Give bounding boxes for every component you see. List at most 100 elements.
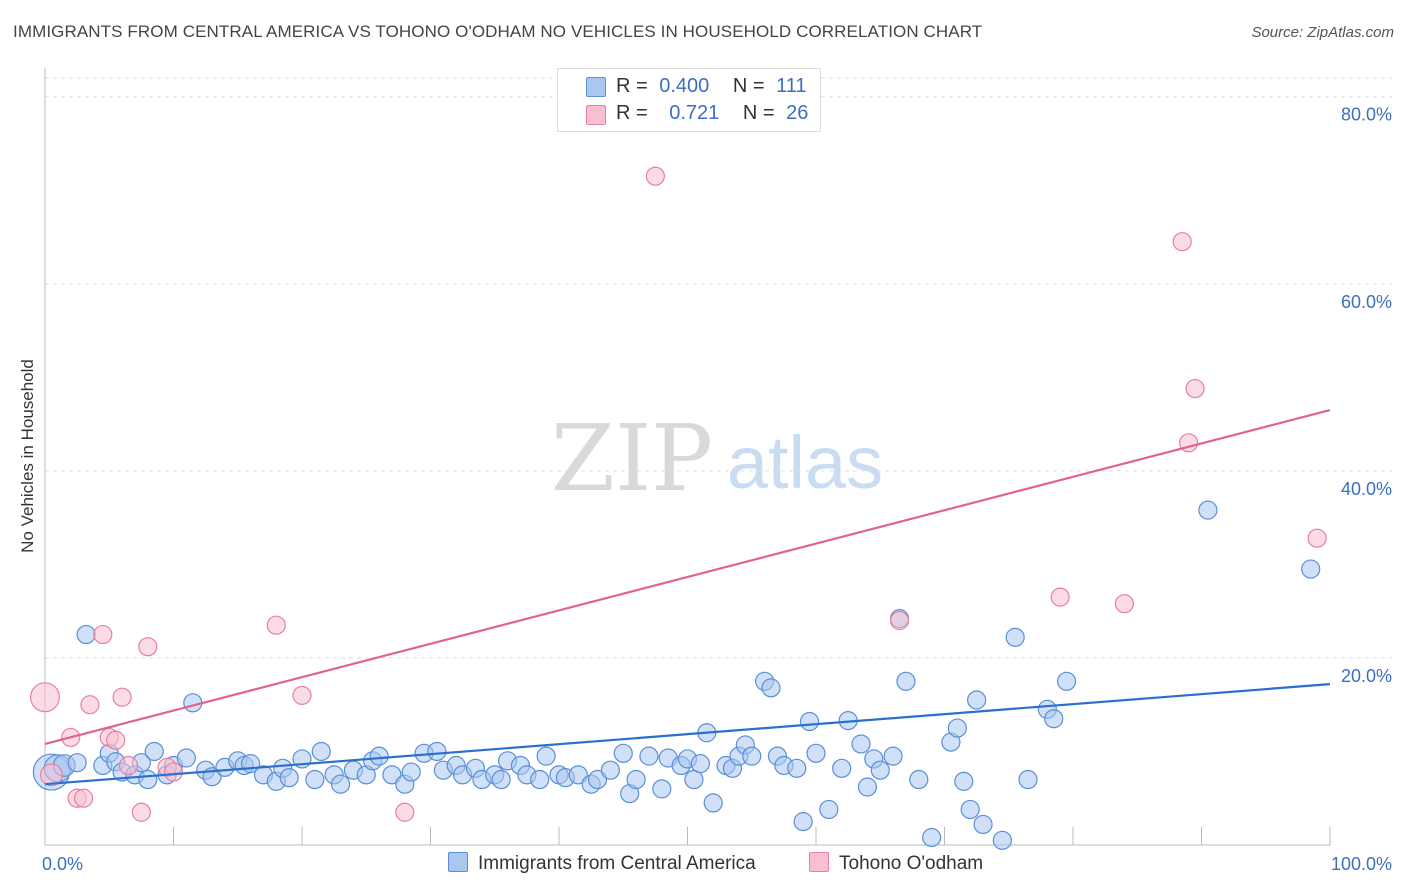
data-point-blue bbox=[491, 769, 511, 790]
data-point-blue bbox=[761, 678, 781, 698]
tick-labels: 20.0% 40.0% 60.0% 80.0% 0.0% 100.0% bbox=[42, 105, 1392, 874]
data-point-pink bbox=[1050, 587, 1070, 607]
x-tick-label: 0.0% bbox=[42, 854, 83, 874]
legend-n-value: 26 bbox=[786, 102, 809, 124]
data-point-blue bbox=[330, 774, 351, 794]
data-point-blue bbox=[652, 779, 672, 799]
data-point-blue bbox=[967, 690, 987, 710]
trend-lines bbox=[44, 408, 1331, 786]
data-point-pink bbox=[138, 637, 158, 657]
data-point-blue bbox=[832, 758, 852, 778]
y-tick-label: 60.0% bbox=[1341, 292, 1392, 312]
data-point-pink bbox=[1185, 378, 1205, 399]
legend-r-value: 0.721 bbox=[669, 102, 720, 124]
data-point-pink bbox=[106, 730, 126, 750]
data-point-blue bbox=[992, 830, 1012, 850]
data-point-blue bbox=[1056, 671, 1077, 691]
data-point-pink bbox=[292, 685, 312, 705]
data-point-blue bbox=[690, 754, 710, 774]
series-tohono-oodham bbox=[30, 166, 1327, 822]
legend-row-pink: R = 0.721 N = 26 bbox=[616, 102, 808, 125]
data-point-blue bbox=[947, 718, 967, 738]
data-point-blue bbox=[613, 743, 633, 763]
data-point-blue bbox=[787, 758, 807, 778]
grid-lines bbox=[45, 77, 1392, 659]
legend-r-label: R = bbox=[616, 102, 648, 124]
data-point-blue bbox=[684, 769, 704, 790]
data-point-blue bbox=[819, 799, 839, 820]
y-tick-label: 40.0% bbox=[1341, 479, 1392, 499]
data-point-blue bbox=[973, 814, 993, 835]
data-point-blue bbox=[1301, 559, 1321, 579]
x-tick-label: 100.0% bbox=[1331, 854, 1392, 874]
watermark-zip: ZIP bbox=[551, 405, 713, 512]
data-point-blue bbox=[144, 741, 164, 762]
data-point-pink bbox=[73, 788, 94, 808]
data-point-blue bbox=[138, 769, 158, 790]
data-point-blue bbox=[311, 741, 331, 762]
data-point-blue bbox=[1044, 709, 1064, 729]
data-point-blue bbox=[639, 746, 659, 766]
data-point-blue bbox=[1005, 627, 1025, 647]
bottom-legend-label-pink: Tohono O'odham bbox=[839, 853, 984, 874]
data-point-pink bbox=[889, 610, 910, 631]
bottom-legend-swatch-blue bbox=[448, 852, 468, 872]
bottom-legend-series1: Immigrants from Central America bbox=[448, 852, 756, 875]
data-point-blue bbox=[806, 743, 826, 763]
chart-title: IMMIGRANTS FROM CENTRAL AMERICA VS TOHON… bbox=[13, 22, 983, 41]
legend-n-label: N = bbox=[732, 75, 765, 97]
y-tick-label: 80.0% bbox=[1341, 105, 1392, 125]
data-point-blue bbox=[176, 748, 196, 768]
data-point-blue bbox=[742, 746, 762, 766]
bottom-legend-series2: Tohono O'odham bbox=[809, 852, 983, 875]
data-point-blue bbox=[427, 741, 447, 762]
legend-row-blue: R = 0.400 N = 111 bbox=[616, 75, 807, 98]
data-point-blue bbox=[76, 624, 96, 645]
data-point-pink bbox=[266, 615, 286, 635]
data-point-pink bbox=[118, 755, 139, 776]
data-point-blue bbox=[1198, 500, 1218, 520]
data-point-pink bbox=[1114, 594, 1135, 614]
source-credit: Source: ZipAtlas.com bbox=[1251, 24, 1394, 41]
data-point-blue bbox=[909, 769, 929, 790]
data-point-blue bbox=[530, 769, 550, 790]
data-point-blue bbox=[1018, 769, 1038, 790]
axes bbox=[44, 68, 1331, 846]
data-point-blue bbox=[382, 765, 402, 785]
data-point-pink bbox=[163, 762, 184, 782]
data-point-pink bbox=[112, 687, 132, 707]
y-tick-label: 20.0% bbox=[1341, 666, 1392, 686]
watermark-atlas: atlas bbox=[727, 421, 883, 504]
data-point-blue bbox=[960, 799, 980, 820]
data-point-pink bbox=[93, 624, 113, 645]
data-point-blue bbox=[568, 765, 588, 785]
data-point-blue bbox=[279, 768, 299, 788]
data-point-blue bbox=[851, 734, 871, 754]
data-point-pink bbox=[30, 682, 60, 713]
bottom-legend-swatch-pink bbox=[809, 852, 829, 872]
data-point-pink bbox=[1307, 528, 1327, 548]
data-point-blue bbox=[401, 762, 421, 782]
data-point-pink bbox=[645, 166, 665, 186]
data-point-pink bbox=[40, 763, 63, 787]
data-point-blue bbox=[793, 812, 813, 832]
data-point-blue bbox=[536, 746, 556, 766]
data-point-blue bbox=[703, 793, 723, 813]
data-point-blue bbox=[896, 671, 916, 691]
data-point-pink bbox=[1172, 232, 1192, 252]
data-point-pink bbox=[131, 802, 151, 822]
legend: R = 0.400 N = 111 R = 0.721 N = 26 bbox=[557, 68, 821, 132]
legend-r-value: 0.400 bbox=[659, 75, 710, 97]
data-point-blue bbox=[600, 760, 621, 780]
data-point-pink bbox=[80, 695, 100, 715]
watermark: ZIP atlas bbox=[551, 405, 883, 512]
data-point-blue bbox=[587, 769, 608, 790]
trend-line-pink bbox=[44, 408, 1331, 746]
data-point-pink bbox=[395, 802, 415, 822]
data-point-blue bbox=[67, 753, 87, 773]
data-point-blue bbox=[954, 771, 974, 791]
legend-n-label: N = bbox=[742, 102, 775, 124]
data-point-blue bbox=[883, 746, 903, 766]
data-point-blue bbox=[369, 746, 389, 766]
